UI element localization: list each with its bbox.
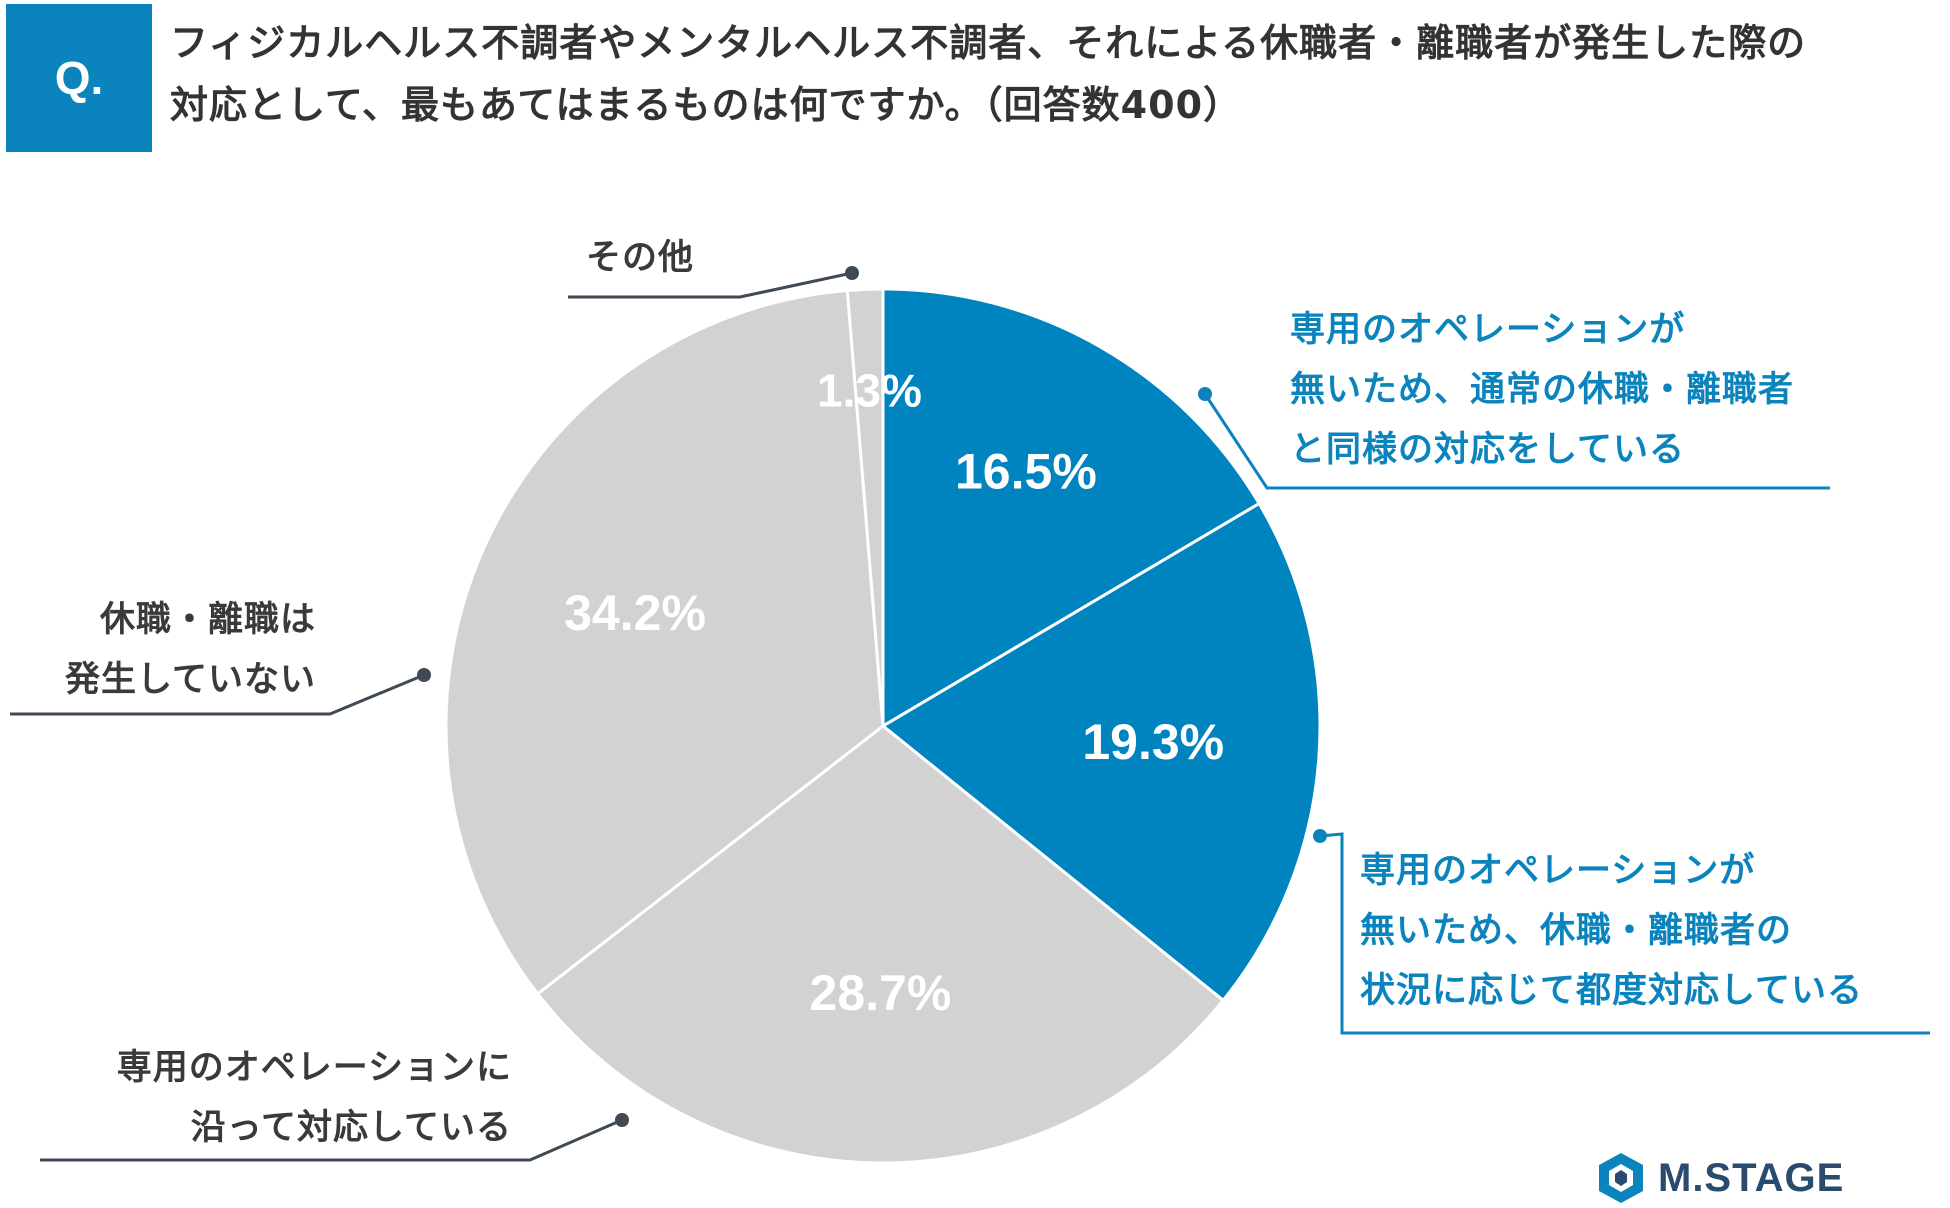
slice-label-line: その他 (586, 238, 695, 278)
slice-label-line: 専用のオペレーションが (1290, 310, 1686, 350)
slice-value-label: 28.7% (810, 965, 952, 1021)
leader-dot (1313, 829, 1327, 843)
hexagon-logo-icon (1599, 1153, 1643, 1203)
slice-label-line: 状況に応じて都度対応している (1360, 971, 1863, 1011)
leader-dot (845, 266, 859, 280)
slice-label-other: その他 (586, 228, 694, 288)
slice-label-line: 発生していない (65, 660, 316, 700)
leader-dedicated-operation (40, 1118, 623, 1162)
question-line-1: フィジカルヘルス不調者やメンタルヘルス不調者、それによる休職者・離職者が発生した… (170, 21, 1807, 65)
slice-label-case-by-case: 専用のオペレーションが 無いため、休職・離職者の 状況に応じて都度対応している (1360, 841, 1863, 1021)
slice-label-standard-operation: 専用のオペレーションが 無いため、通常の休職・離職者 と同様の対応をしている (1290, 300, 1794, 480)
slice-value-label: 19.3% (1082, 714, 1224, 770)
slice-label-not-occurred: 休職・離職は 発生していない (20, 590, 316, 710)
pie-value-labels: 16.5% 19.3% 28.7% 34.2% 1.3% (564, 364, 1224, 1021)
leader-standard-operation (1203, 393, 1830, 490)
question-line-2: 対応として、最もあてはまるものは何ですか。（回答数400） (170, 83, 1243, 127)
leader-dot (1198, 387, 1212, 401)
question-badge-text: Q. (54, 52, 104, 104)
slice-label-line: 沿って対応している (190, 1108, 512, 1148)
leader-not-occurred (10, 673, 425, 716)
slice-label-line: 無いため、休職・離職者の (1360, 911, 1793, 951)
slice-label-line: 休職・離職は (99, 600, 316, 640)
pie-slices (444, 287, 1322, 1165)
question-badge: Q. (6, 4, 152, 152)
slice-label-line: 専用のオペレーションに (116, 1048, 512, 1088)
slice-value-label: 34.2% (564, 585, 706, 641)
slice-dedicated-operation (535, 724, 1226, 1165)
slice-other (845, 287, 885, 727)
leader-dot (417, 668, 431, 682)
slice-not-occurred (444, 288, 885, 996)
brand-name: M.STAGE (1658, 1155, 1845, 1200)
slice-label-line: 無いため、通常の休職・離職者 (1290, 370, 1795, 410)
slice-value-label: 16.5% (955, 444, 1097, 500)
brand-logo: M.STAGE (1594, 1148, 1844, 1208)
leader-case-by-case (1319, 832, 1930, 1035)
question-text: フィジカルヘルス不調者やメンタルヘルス不調者、それによる休職者・離職者が発生した… (170, 12, 1930, 136)
leader-dot (615, 1113, 629, 1127)
slice-label-line: 専用のオペレーションが (1360, 851, 1756, 891)
slice-value-label: 1.3% (817, 364, 922, 416)
leader-other (568, 271, 853, 299)
pie-leader-lines (10, 266, 1930, 1162)
slice-standard-operation (881, 287, 1262, 729)
slice-label-line: と同様の対応をしている (1290, 430, 1685, 470)
slice-case-by-case (880, 501, 1322, 1003)
slice-label-dedicated-operation: 専用のオペレーションに 沿って対応している (50, 1038, 512, 1158)
